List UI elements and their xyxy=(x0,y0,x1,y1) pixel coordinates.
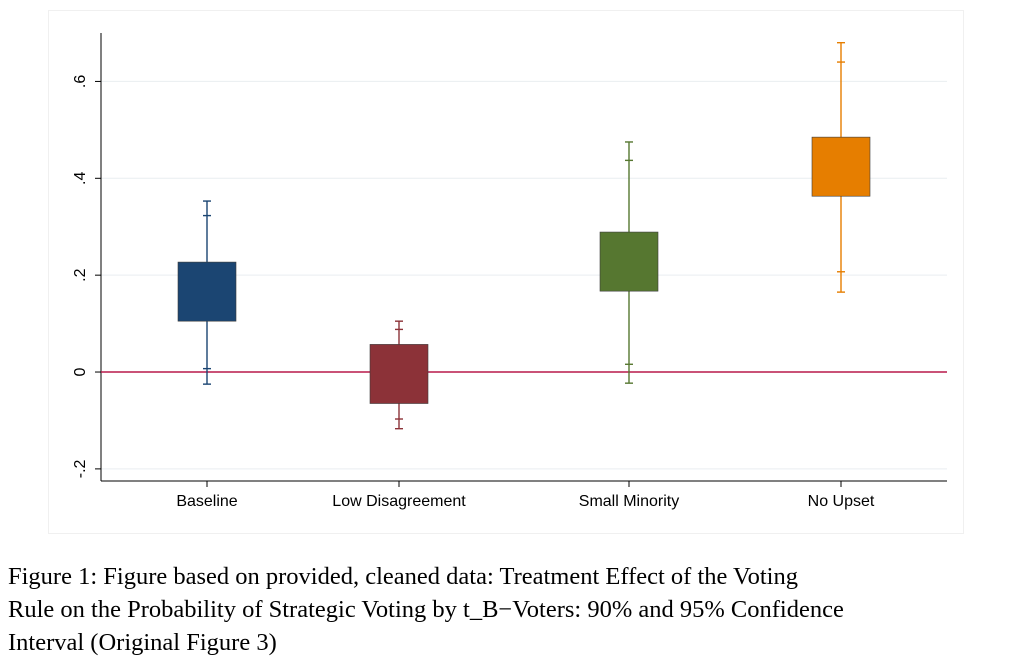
x-tick-label: Small Minority xyxy=(579,493,679,510)
x-tick-label: No Upset xyxy=(808,493,875,510)
y-tick-label: 0 xyxy=(72,367,89,376)
caption-line-1: Figure 1: Figure based on provided, clea… xyxy=(8,563,798,590)
ci-box xyxy=(599,231,659,292)
caption-line-3: Interval (Original Figure 3) xyxy=(8,629,277,656)
y-tick-label: .4 xyxy=(72,172,89,185)
plot-marks xyxy=(177,41,871,430)
category-group xyxy=(599,141,659,384)
axis-labels: -.2 0 .2 .4 .6 Baseline Low Disagreement Small … xyxy=(72,75,875,510)
ci-box xyxy=(811,136,871,197)
y-tick-label: .6 xyxy=(72,75,89,88)
axes xyxy=(95,33,947,487)
y-tick-label: .2 xyxy=(72,268,89,281)
figure-caption: Figure 1: Figure based on provided, clea… xyxy=(8,560,1006,659)
x-tick-label: Baseline xyxy=(176,493,237,510)
caption-line-2: Rule on the Probability of Strategic Vot… xyxy=(8,596,844,623)
ci-box xyxy=(369,344,429,404)
x-tick-label: Low Disagreement xyxy=(332,493,466,510)
ci-box xyxy=(177,261,237,322)
category-group xyxy=(177,200,237,385)
y-tick-label: -.2 xyxy=(72,459,89,478)
category-group xyxy=(811,41,871,293)
chart-panel: -.2 0 .2 .4 .6 Baseline Low Disagreement Small … xyxy=(48,10,964,534)
category-group xyxy=(369,320,429,430)
chart: -.2 0 .2 .4 .6 Baseline Low Disagreement Small … xyxy=(72,33,947,510)
